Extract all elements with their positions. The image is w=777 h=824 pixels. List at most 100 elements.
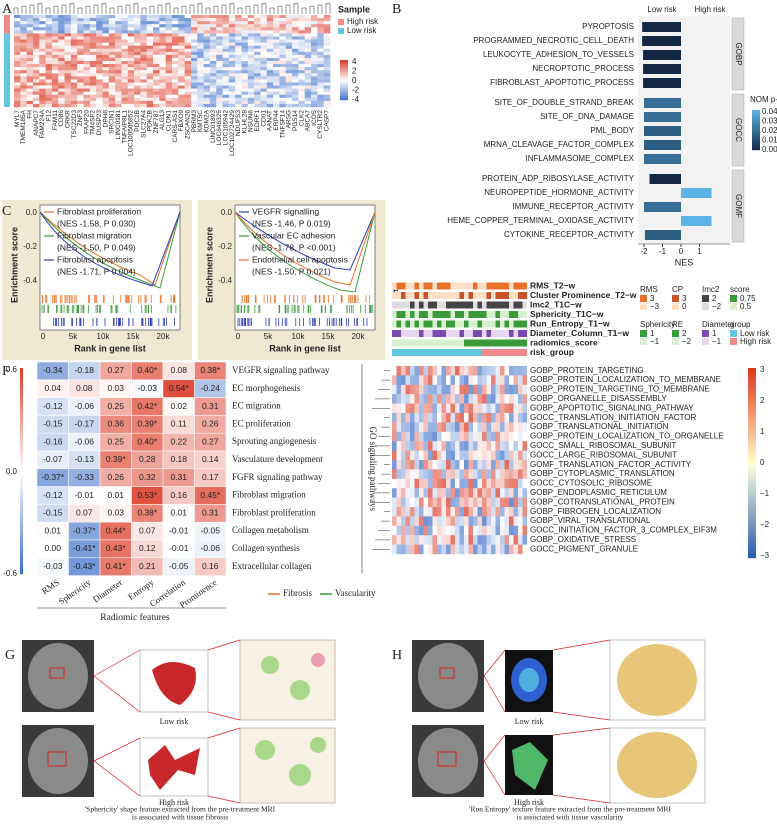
heatmap-cell [121,36,129,40]
heatmap-cell [172,48,179,53]
heatmap-cell [203,79,211,83]
colorbar [748,555,756,557]
heatmap-cell [247,15,255,19]
heatmap-cell [455,488,460,498]
heatmap-cell [455,469,460,479]
heatmap-cell [178,91,185,96]
annotation-cell [509,339,514,347]
annotation-cell [450,349,456,356]
heatmap-cell [292,33,299,37]
heatmap-cell [121,103,129,108]
heatmap-cell [228,67,236,71]
heatmap-cell [522,403,528,414]
annotation-cell [455,349,460,356]
heatmap-cell [522,384,528,395]
gene-label: CASP7 [324,110,331,132]
dendrogram [29,4,35,14]
heatmap-cell [209,24,217,28]
heatmap-cell [26,33,34,37]
heatmap-cell [51,39,59,43]
heatmap-cell [405,394,411,404]
colorbar [748,387,756,389]
heatmap-cell [209,15,217,19]
heatmap-cell [203,76,211,80]
heatmap-cell [473,488,478,498]
row-label: GOCC_PIGMENT_GRANULE [530,544,638,553]
heatmap-cell [468,450,474,461]
colorbar [748,520,756,522]
gene-label: FAM224A [39,109,46,138]
heatmap-cell [473,478,478,489]
heatmap-cell [323,67,331,71]
heatmap-cell [140,54,148,59]
heatmap-cell [292,39,299,43]
heatmap-cell [414,441,420,451]
heatmap-cell [159,79,166,83]
heatmap-cell [486,497,492,508]
x-tick-label: -1 [659,247,667,256]
heatmap-cell [20,30,27,34]
heatmap-cell [279,64,287,68]
label: Low risk [647,5,677,14]
heatmap-cell [39,76,46,80]
heatmap-cell [140,103,148,108]
heatmap-cell [446,497,451,508]
heatmap-cell [96,70,103,74]
heatmap-cell [159,57,166,62]
heatmap-cell [89,33,97,37]
heatmap-cell [165,51,173,56]
heatmap-cell [153,61,160,65]
heatmap-cell [509,431,514,442]
heatmap-cell [172,21,179,25]
heatmap-cell [419,535,424,545]
legend-text: Fibrosis [283,588,313,598]
heatmap-cell [178,97,185,102]
legend-swatch [730,303,737,310]
heatmap-cell [77,103,84,108]
heatmap-cell [89,103,97,108]
heatmap-cell [477,375,483,385]
colorbar [748,427,756,429]
colorbar [748,517,756,519]
bar [644,126,681,136]
heatmap-cell [279,94,287,99]
legend-swatch [672,303,679,310]
heatmap-cell [190,15,198,19]
heatmap-cell [197,94,204,99]
heatmap-cell [405,544,411,555]
corr-value: 0.43* [106,543,127,553]
colorbar [340,73,348,75]
gene-label: DPH6 [102,110,109,128]
heatmap-cell [414,431,420,442]
heatmap-cell [39,97,46,102]
colorbar [20,441,23,443]
colorbar [748,401,756,403]
term-label: PML_BODY [590,126,634,135]
heatmap-cell [140,57,148,62]
heatmap-cell [241,76,249,80]
heatmap-cell [32,64,40,68]
y-tick-label: -0.4 [218,276,232,285]
annotation-cell [419,339,424,347]
colorbar [748,432,756,434]
colorbar [748,468,756,470]
heatmap-cell [14,76,21,80]
colorbar [752,140,760,142]
heatmap-cell [266,24,274,28]
heatmap-cell [89,42,97,46]
heatmap-cell [450,516,456,526]
heatmap-cell [159,39,166,43]
heatmap-cell [468,497,474,508]
heatmap-cell [184,45,192,50]
heatmap-cell [504,497,510,508]
term-label: PYROPTOSIS [582,22,634,31]
heatmap-cell [292,21,299,25]
dendrogram [157,4,163,14]
heatmap-cell [446,544,451,555]
heatmap-cell [77,76,84,80]
heatmap-cell [323,24,331,28]
heatmap-cell [115,82,122,86]
annotation-cell [464,292,469,299]
heatmap-cell [311,82,318,86]
legend-tick: −3 [650,302,660,311]
